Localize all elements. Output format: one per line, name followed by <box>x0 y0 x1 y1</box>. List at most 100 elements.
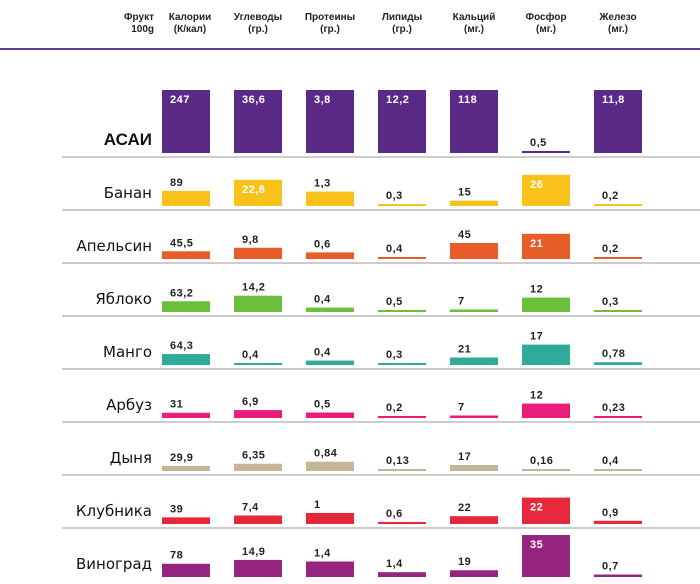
value-label: 0,4 <box>314 347 331 359</box>
value-label: 22 <box>530 502 543 514</box>
bar <box>306 307 354 312</box>
bar <box>234 463 282 471</box>
bar <box>378 90 426 153</box>
value-label: 0,6 <box>386 508 403 520</box>
header-column-4: Кальций (мг.) <box>452 12 496 35</box>
header-column-5: Фосфор (мг.) <box>525 12 567 35</box>
value-label: 21 <box>458 344 471 356</box>
bar <box>450 200 498 206</box>
value-label: 63,2 <box>170 287 193 299</box>
fruit-label: Клубника <box>76 502 152 520</box>
bar <box>450 242 498 259</box>
value-label: 1,3 <box>314 178 331 190</box>
fruit-label: Виноград <box>76 555 152 573</box>
value-label: 17 <box>530 331 543 343</box>
header-column-0: Калории (К/кал) <box>168 12 212 35</box>
value-label: 19 <box>458 556 471 568</box>
value-label: 12 <box>530 284 543 296</box>
value-label: 64,3 <box>170 340 193 352</box>
bar <box>306 90 354 153</box>
bar <box>162 465 210 471</box>
fruit-label: Манго <box>103 343 152 361</box>
value-label: 0,5 <box>386 296 403 308</box>
bar <box>522 469 570 471</box>
value-label: 29,9 <box>170 452 193 464</box>
value-label: 22,8 <box>242 184 265 196</box>
value-label: 45,5 <box>170 237 193 249</box>
value-label: 21 <box>530 238 543 250</box>
value-label: 22 <box>458 502 471 514</box>
value-label: 118 <box>458 94 477 106</box>
value-label: 0,2 <box>386 402 403 414</box>
value-label: 78 <box>170 550 183 562</box>
bar <box>306 412 354 418</box>
bar <box>522 403 570 418</box>
bar <box>594 204 642 206</box>
bar <box>594 90 642 153</box>
value-label: 0,3 <box>602 296 619 308</box>
bar <box>450 309 498 312</box>
header-column-2: Протеины (гр.) <box>304 12 356 35</box>
value-label: 1,4 <box>386 558 403 570</box>
value-label: 0,4 <box>314 294 331 306</box>
value-label: 0,4 <box>386 243 403 255</box>
bar <box>162 190 210 206</box>
bar <box>306 252 354 259</box>
value-label: 0,23 <box>602 402 625 414</box>
fruit-label: АСАИ <box>104 130 152 149</box>
value-label: 89 <box>170 177 183 189</box>
value-label: 0,4 <box>242 349 259 361</box>
value-label: 31 <box>170 399 183 411</box>
bar <box>306 191 354 206</box>
value-label: 35 <box>530 539 543 551</box>
bar <box>378 363 426 365</box>
bar <box>522 344 570 365</box>
value-label: 0,78 <box>602 348 625 360</box>
bar <box>450 415 498 418</box>
bar <box>234 410 282 418</box>
header-column-1: Углеводы (гр.) <box>233 12 283 35</box>
value-label: 12 <box>530 390 543 402</box>
value-label: 6,9 <box>242 396 259 408</box>
bar <box>594 310 642 312</box>
bar <box>162 90 210 153</box>
bar <box>162 301 210 312</box>
header-column-3: Липиды (гр.) <box>381 12 423 35</box>
bar <box>594 574 642 577</box>
header-divider <box>0 48 700 50</box>
bar <box>450 516 498 524</box>
bar <box>522 151 570 153</box>
value-label: 45 <box>458 229 471 241</box>
fruit-label: Яблоко <box>95 290 152 308</box>
value-label: 0,2 <box>602 243 619 255</box>
value-label: 36,6 <box>242 94 265 106</box>
value-label: 15 <box>458 187 471 199</box>
value-label: 1 <box>314 499 321 511</box>
bar <box>306 461 354 471</box>
value-label: 0,2 <box>602 190 619 202</box>
value-label: 1,4 <box>314 548 331 560</box>
bar <box>306 360 354 365</box>
value-label: 0,7 <box>602 561 619 573</box>
value-label: 0,5 <box>314 398 331 410</box>
bar <box>378 572 426 577</box>
bar <box>234 295 282 312</box>
bar <box>234 559 282 577</box>
bar <box>522 497 570 524</box>
bar <box>450 464 498 471</box>
value-label: 0,5 <box>530 137 547 149</box>
bar <box>234 179 282 206</box>
header-column-6: Железо (мг.) <box>599 12 637 35</box>
bar <box>450 357 498 365</box>
value-label: 0,9 <box>602 507 619 519</box>
value-label: 7 <box>458 296 465 308</box>
value-label: 7,4 <box>242 502 259 514</box>
bar <box>594 257 642 259</box>
bar <box>234 363 282 365</box>
value-label: 9,8 <box>242 234 259 246</box>
value-label: 6,35 <box>242 450 265 462</box>
value-label: 0,3 <box>386 349 403 361</box>
bar <box>306 512 354 524</box>
bar <box>378 310 426 312</box>
bar <box>378 469 426 471</box>
